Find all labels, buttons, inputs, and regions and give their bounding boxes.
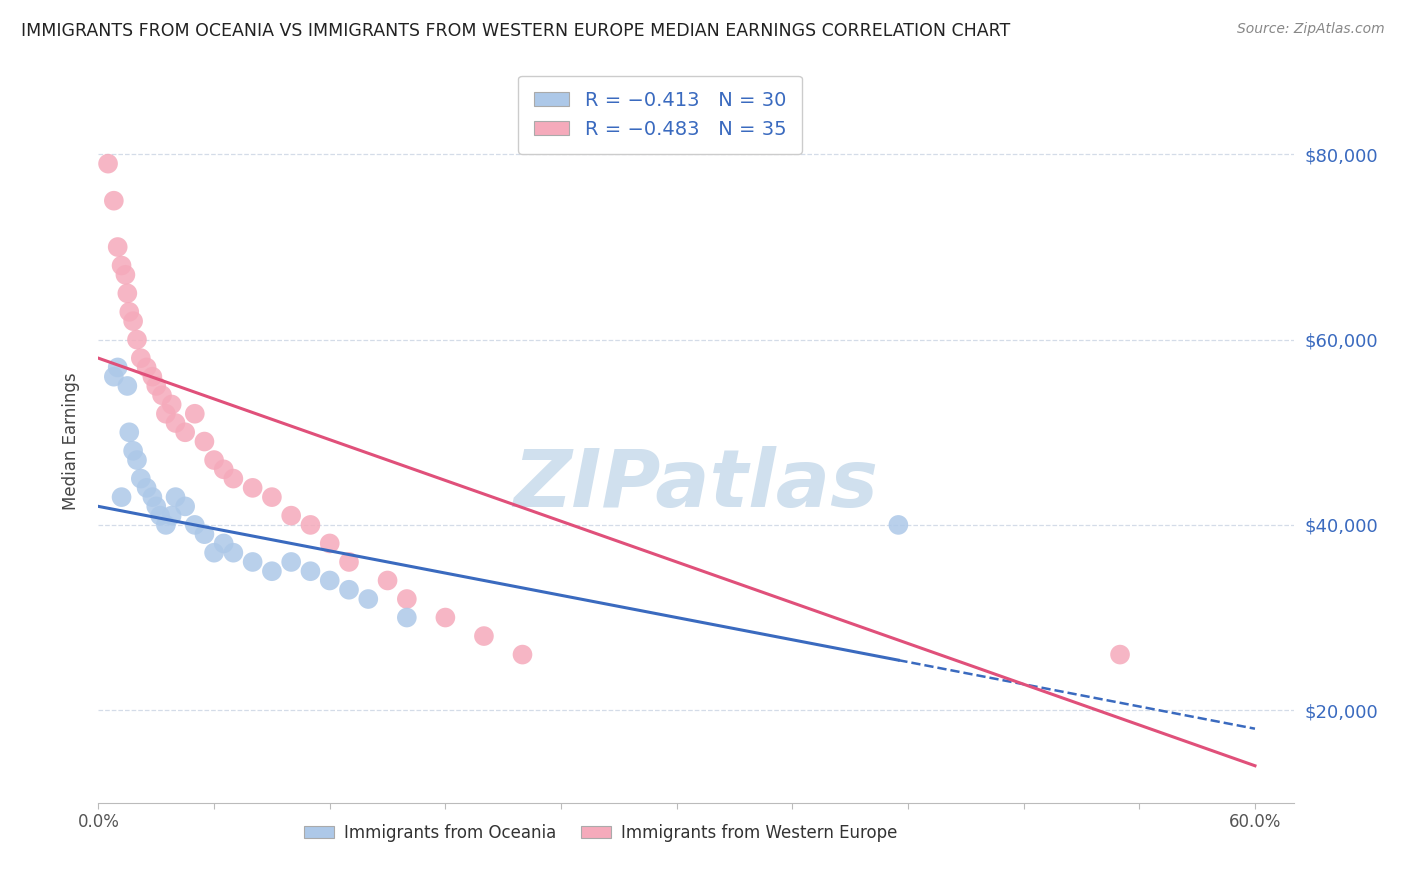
Point <box>212 462 235 476</box>
Text: Source: ZipAtlas.com: Source: ZipAtlas.com <box>1237 22 1385 37</box>
Point <box>337 582 360 597</box>
Point <box>202 453 225 467</box>
Point <box>129 472 152 486</box>
Point <box>193 434 215 449</box>
Point <box>110 490 132 504</box>
Point <box>103 369 125 384</box>
Point <box>107 240 129 254</box>
Point <box>395 610 418 624</box>
Legend: Immigrants from Oceania, Immigrants from Western Europe: Immigrants from Oceania, Immigrants from… <box>297 817 904 848</box>
Point <box>260 564 283 578</box>
Point <box>125 453 148 467</box>
Point <box>135 360 157 375</box>
Point <box>202 546 225 560</box>
Point <box>165 490 187 504</box>
Point <box>118 305 141 319</box>
Point <box>357 592 380 607</box>
Point <box>319 536 342 550</box>
Point <box>107 360 129 375</box>
Point <box>260 490 283 504</box>
Point <box>110 259 132 273</box>
Point <box>135 481 157 495</box>
Text: IMMIGRANTS FROM OCEANIA VS IMMIGRANTS FROM WESTERN EUROPE MEDIAN EARNINGS CORREL: IMMIGRANTS FROM OCEANIA VS IMMIGRANTS FR… <box>21 22 1011 40</box>
Text: ZIPatlas: ZIPatlas <box>513 446 879 524</box>
Point <box>155 407 177 421</box>
Point <box>193 527 215 541</box>
Point <box>174 425 197 440</box>
Point <box>155 517 177 532</box>
Point <box>184 407 207 421</box>
Point <box>145 379 167 393</box>
Point <box>160 397 183 411</box>
Point <box>129 351 152 366</box>
Point <box>97 156 120 170</box>
Point <box>150 388 173 402</box>
Point <box>1109 648 1132 662</box>
Point <box>117 286 139 301</box>
Point <box>122 443 145 458</box>
Y-axis label: Median Earnings: Median Earnings <box>62 373 80 510</box>
Point <box>395 592 418 607</box>
Point <box>125 333 148 347</box>
Point <box>222 472 245 486</box>
Point <box>212 536 235 550</box>
Point <box>337 555 360 569</box>
Point <box>149 508 172 523</box>
Point <box>174 500 197 514</box>
Point <box>117 379 139 393</box>
Point <box>103 194 125 208</box>
Point <box>184 517 207 532</box>
Point <box>887 517 910 532</box>
Point <box>512 648 534 662</box>
Point <box>377 574 399 588</box>
Point <box>242 555 264 569</box>
Point <box>114 268 136 282</box>
Point <box>299 517 322 532</box>
Point <box>160 508 183 523</box>
Point <box>122 314 145 328</box>
Point <box>222 546 245 560</box>
Point <box>145 500 167 514</box>
Point <box>319 574 342 588</box>
Point <box>242 481 264 495</box>
Point <box>141 490 163 504</box>
Point <box>299 564 322 578</box>
Point <box>280 508 302 523</box>
Point <box>141 369 163 384</box>
Point <box>118 425 141 440</box>
Point <box>165 416 187 430</box>
Point <box>434 610 457 624</box>
Point <box>280 555 302 569</box>
Point <box>472 629 495 643</box>
